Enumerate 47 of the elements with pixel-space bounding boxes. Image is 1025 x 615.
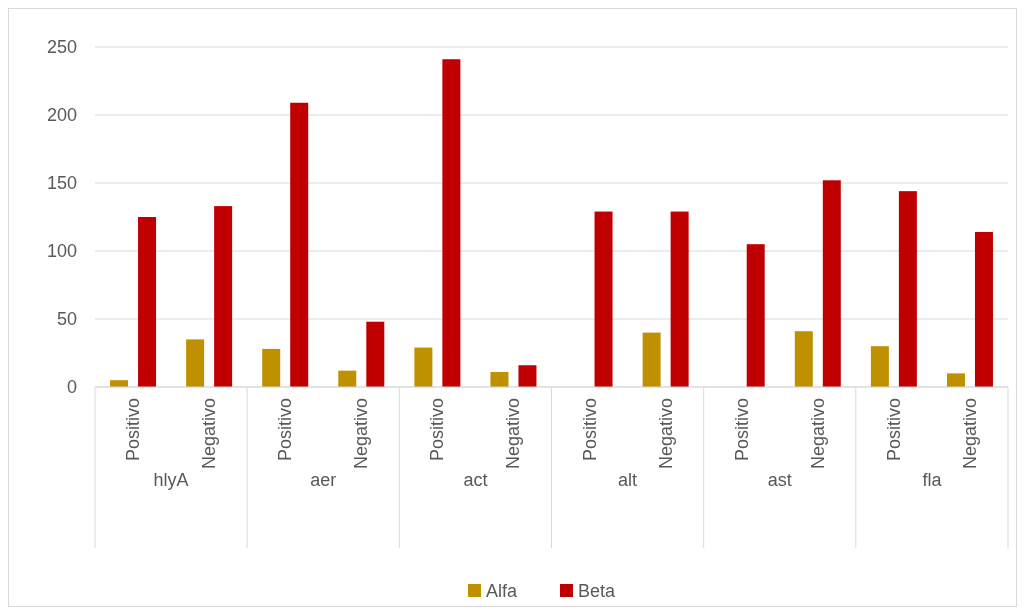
y-tick-label: 200 — [46, 105, 77, 126]
y-tick-label: 100 — [46, 241, 77, 262]
text: act — [463, 470, 488, 491]
legend-label: Beta — [578, 581, 617, 602]
bar — [338, 370, 357, 387]
bar — [594, 211, 613, 387]
x-tick-label: Negativo — [351, 398, 372, 470]
x-tick-label: Negativo — [655, 398, 676, 470]
x-tick-label: Positivo — [275, 398, 296, 462]
text: alt — [618, 470, 638, 491]
x-tick-label: Negativo — [199, 398, 220, 470]
text: fla — [922, 470, 943, 491]
bar — [414, 347, 433, 387]
bar — [946, 373, 965, 387]
bar — [746, 244, 765, 387]
x-tick-label: Positivo — [123, 398, 144, 462]
bar — [974, 231, 993, 387]
bar — [870, 346, 889, 387]
x-tick-label: Positivo — [883, 398, 904, 462]
y-tick-label: 0 — [66, 377, 77, 398]
text: ast — [767, 470, 792, 491]
bar — [186, 339, 205, 387]
text: aer — [310, 470, 337, 491]
x-tick-label: Negativo — [807, 398, 828, 470]
bar — [366, 321, 385, 387]
bar — [794, 331, 813, 387]
text: hlyA — [153, 470, 189, 491]
x-tick-label: Negativo — [503, 398, 524, 470]
bar — [898, 191, 917, 387]
bar — [138, 217, 157, 387]
x-tick-label: Positivo — [427, 398, 448, 462]
bar — [822, 180, 841, 387]
x-tick-label: Positivo — [731, 398, 752, 462]
bar — [642, 332, 661, 387]
bar — [442, 59, 461, 387]
bar — [290, 102, 309, 387]
bar — [262, 348, 281, 387]
y-tick-label: 150 — [46, 173, 77, 194]
bar — [518, 365, 537, 387]
x-tick-label: Positivo — [579, 398, 600, 462]
legend-label: Alfa — [486, 581, 519, 602]
y-tick-label: 250 — [46, 37, 77, 58]
bar — [490, 372, 509, 387]
bar — [214, 206, 233, 387]
x-tick-label: Negativo — [959, 398, 980, 470]
bar — [670, 211, 689, 387]
y-tick-label: 50 — [56, 309, 77, 330]
